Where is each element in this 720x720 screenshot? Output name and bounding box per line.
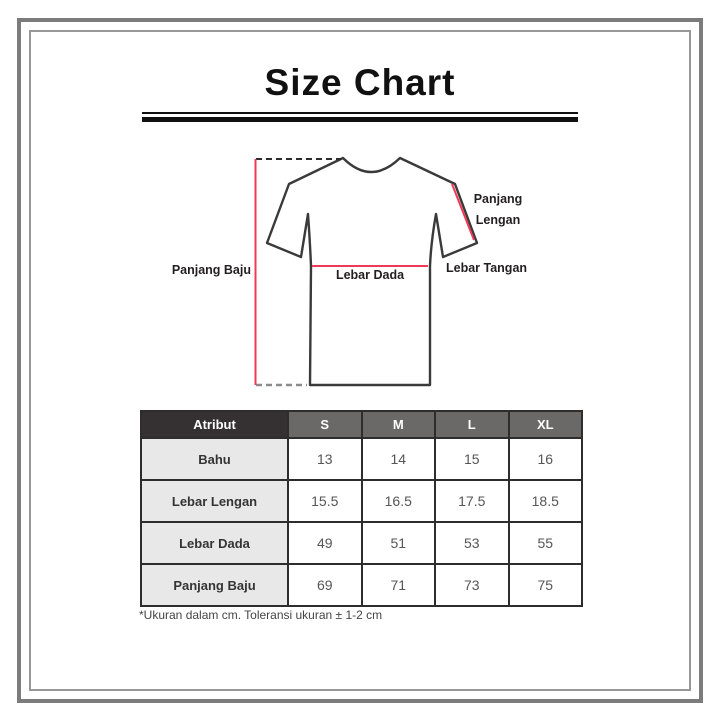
label-lebar-dada: Lebar Dada [335, 268, 405, 282]
table-row: Lebar Dada 49 51 53 55 [140, 521, 583, 565]
size-table-header-row: Atribut S M L XL [140, 410, 583, 439]
label-panjang-baju: Panjang Baju [171, 263, 251, 277]
row-label: Lebar Lengan [140, 479, 289, 523]
cell-value: 73 [434, 563, 510, 607]
header-cell-xl: XL [507, 410, 583, 439]
row-label: Lebar Dada [140, 521, 289, 565]
size-table: Atribut S M L XL Bahu 13 14 15 16 Lebar … [140, 410, 583, 607]
title-divider [142, 112, 578, 123]
title-divider-thin-line [142, 112, 578, 114]
cell-value: 51 [360, 521, 436, 565]
page-title: Size Chart [264, 62, 456, 103]
header-cell-l: L [434, 410, 510, 439]
cell-value: 53 [434, 521, 510, 565]
cell-value: 14 [360, 437, 436, 481]
tshirt-outline [265, 156, 479, 387]
header-cell-m: M [360, 410, 436, 439]
label-panjang-lengan: Panjang Lengan [473, 192, 523, 227]
label-lebar-tangan: Lebar Tangan [446, 261, 528, 275]
row-label: Bahu [140, 437, 289, 481]
cell-value: 13 [287, 437, 363, 481]
cell-value: 69 [287, 563, 363, 607]
cell-value: 17.5 [434, 479, 510, 523]
header-cell-s: S [287, 410, 363, 439]
table-row: Lebar Lengan 15.5 16.5 17.5 18.5 [140, 479, 583, 523]
cell-value: 18.5 [507, 479, 583, 523]
size-tolerance-footnote: *Ukuran dalam cm. Toleransi ukuran ± 1-2… [139, 608, 383, 622]
cell-value: 49 [287, 521, 363, 565]
header-cell-atribut: Atribut [140, 410, 289, 439]
table-row: Bahu 13 14 15 16 [140, 437, 583, 481]
cell-value: 71 [360, 563, 436, 607]
table-row: Panjang Baju 69 71 73 75 [140, 563, 583, 607]
cell-value: 55 [507, 521, 583, 565]
cell-value: 15.5 [287, 479, 363, 523]
cell-value: 16.5 [360, 479, 436, 523]
row-label: Panjang Baju [140, 563, 289, 607]
tshirt-measurement-diagram [254, 156, 479, 387]
cell-value: 75 [507, 563, 583, 607]
cell-value: 15 [434, 437, 510, 481]
title-divider-thick-line [142, 117, 578, 122]
cell-value: 16 [507, 437, 583, 481]
measure-line-panjang-lengan [451, 183, 475, 241]
